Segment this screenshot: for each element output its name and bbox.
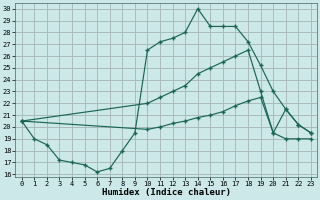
X-axis label: Humidex (Indice chaleur): Humidex (Indice chaleur) <box>102 188 231 197</box>
